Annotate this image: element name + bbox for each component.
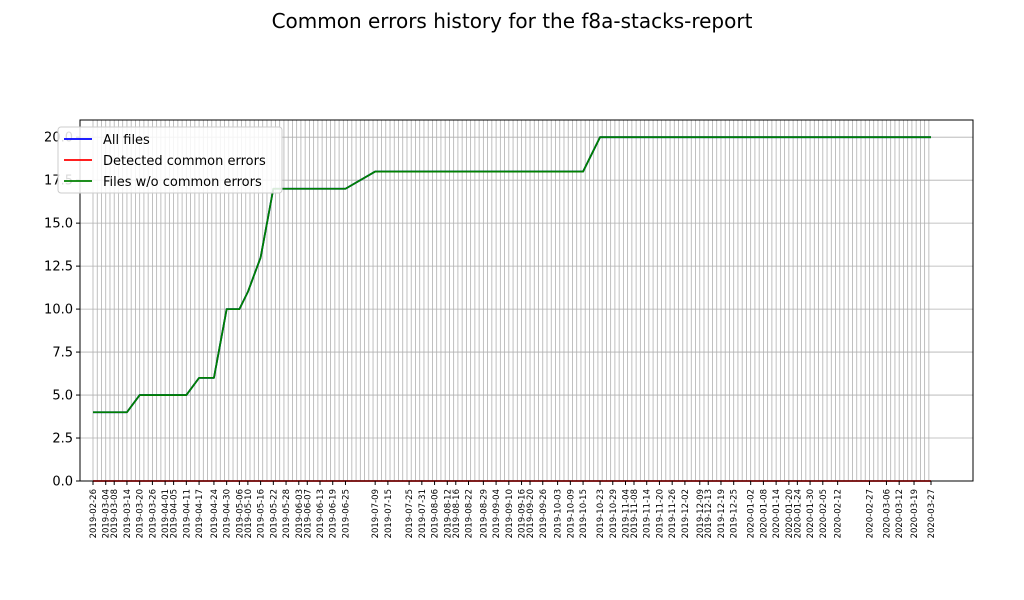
x-tick-label: 2019-09-04	[492, 489, 502, 538]
x-tick-label: 2020-01-30	[806, 489, 816, 538]
x-tick-label: 2019-04-30	[223, 489, 233, 538]
x-tick-label: 2019-07-15	[384, 489, 394, 538]
x-tick-label: 2019-07-09	[371, 489, 381, 538]
x-tick-label: 2020-03-12	[895, 489, 905, 538]
x-tick-label: 2019-08-22	[465, 489, 475, 538]
y-tick-label: 2.5	[52, 432, 73, 447]
x-tick-label: 2019-02-26	[89, 489, 99, 538]
x-tick-label: 2020-03-19	[910, 489, 920, 538]
x-tick-label: 2019-11-04	[622, 489, 632, 538]
plot-area	[79, 119, 974, 482]
x-tick-label: 2019-09-20	[526, 489, 536, 538]
x-tick-label: 2019-03-14	[123, 489, 133, 538]
x-tick-label: 2019-12-09	[696, 489, 706, 538]
x-tick-label: 2020-01-02	[747, 489, 757, 538]
x-tick-label: 2019-10-03	[554, 489, 564, 538]
grid	[80, 120, 973, 482]
x-tick-label: 2019-04-24	[210, 489, 220, 538]
x-tick-label: 2019-08-16	[452, 489, 462, 538]
x-tick-label: 2019-10-29	[609, 489, 619, 538]
x-tick-label: 2019-04-05	[170, 489, 180, 538]
x-tick-label: 2019-09-16	[518, 489, 528, 538]
x-tick-label: 2019-09-10	[505, 489, 515, 538]
legend-label-detected: Detected common errors	[103, 154, 266, 169]
x-tick-label: 2019-10-23	[596, 489, 606, 538]
x-tick-label: 2019-07-31	[418, 489, 428, 538]
x-tick-label: 2020-02-12	[834, 489, 844, 538]
x-tick-label: 2019-12-19	[717, 489, 727, 538]
x-tick-label: 2019-06-03	[295, 489, 305, 538]
x-tick-label: 2019-03-20	[136, 489, 146, 538]
x-tick-label: 2019-05-06	[235, 489, 245, 538]
legend: All files Detected common errors Files w…	[57, 126, 283, 194]
x-tick-label: 2019-12-13	[704, 489, 714, 538]
y-tick-label: 5.0	[52, 389, 73, 404]
x-tick-label: 2019-03-26	[148, 489, 158, 538]
x-tick-label: 2019-06-07	[303, 489, 313, 538]
legend-label-without-errors: Files w/o common errors	[103, 175, 262, 190]
x-tick-label: 2019-08-12	[443, 489, 453, 538]
x-tick-label: 2019-08-06	[431, 489, 441, 538]
x-tick-label: 2020-03-06	[882, 489, 892, 538]
x-tick-label: 2019-06-13	[316, 489, 326, 538]
x-tick-label: 2019-05-28	[282, 489, 292, 538]
x-tick-label: 2019-11-20	[655, 489, 665, 538]
x-tick-label: 2019-05-10	[244, 489, 254, 538]
x-tick-label: 2019-04-17	[195, 489, 205, 538]
x-tick-label: 2019-11-08	[630, 489, 640, 538]
x-tick-label: 2019-06-25	[341, 489, 351, 538]
x-tick-label: 2019-09-26	[539, 489, 549, 538]
x-tick-label: 2020-01-24	[793, 489, 803, 538]
y-tick-label: 0.0	[52, 475, 73, 490]
legend-entry-all-files: All files	[64, 133, 150, 148]
y-tick-label: 10.0	[44, 303, 73, 318]
x-tick-label: 2019-04-11	[182, 489, 192, 538]
x-tick-label: 2020-01-20	[785, 489, 795, 538]
x-tick-label: 2019-08-29	[479, 489, 489, 538]
y-tick-label: 12.5	[44, 260, 73, 275]
x-tick-label: 2020-02-27	[865, 489, 875, 538]
x-tick-label: 2019-12-25	[730, 489, 740, 538]
legend-entry-without-errors: Files w/o common errors	[64, 175, 262, 190]
y-tick-label: 7.5	[52, 346, 73, 361]
x-tick-label: 2019-12-02	[681, 489, 691, 538]
legend-entry-detected: Detected common errors	[64, 154, 266, 169]
legend-box	[57, 126, 283, 194]
x-tick-label: 2020-01-08	[759, 489, 769, 538]
x-tick-label: 2019-10-09	[566, 489, 576, 538]
x-tick-label: 2019-03-04	[102, 489, 112, 538]
series-line-without-errors	[93, 136, 931, 414]
x-tick-label: 2019-07-25	[405, 489, 415, 538]
x-tick-label: 2019-11-14	[643, 489, 653, 538]
x-tick-label: 2019-04-01	[161, 489, 171, 538]
x-tick-label: 2020-02-05	[819, 489, 829, 538]
x-tick-label: 2020-03-27	[927, 489, 937, 538]
chart-title: Common errors history for the f8a-stacks…	[272, 9, 753, 33]
x-tick-label: 2019-05-22	[269, 489, 279, 538]
x-tick-label: 2019-03-08	[110, 489, 120, 538]
y-tick-label: 15.0	[44, 217, 73, 232]
x-tick-label: 2019-10-15	[579, 489, 589, 538]
x-tick-label: 2020-01-14	[772, 489, 782, 538]
x-tick-label: 2019-11-26	[668, 489, 678, 538]
legend-label-all-files: All files	[103, 133, 150, 148]
x-tick-label: 2019-05-16	[257, 489, 267, 538]
x-tick-label: 2019-06-19	[329, 489, 339, 538]
